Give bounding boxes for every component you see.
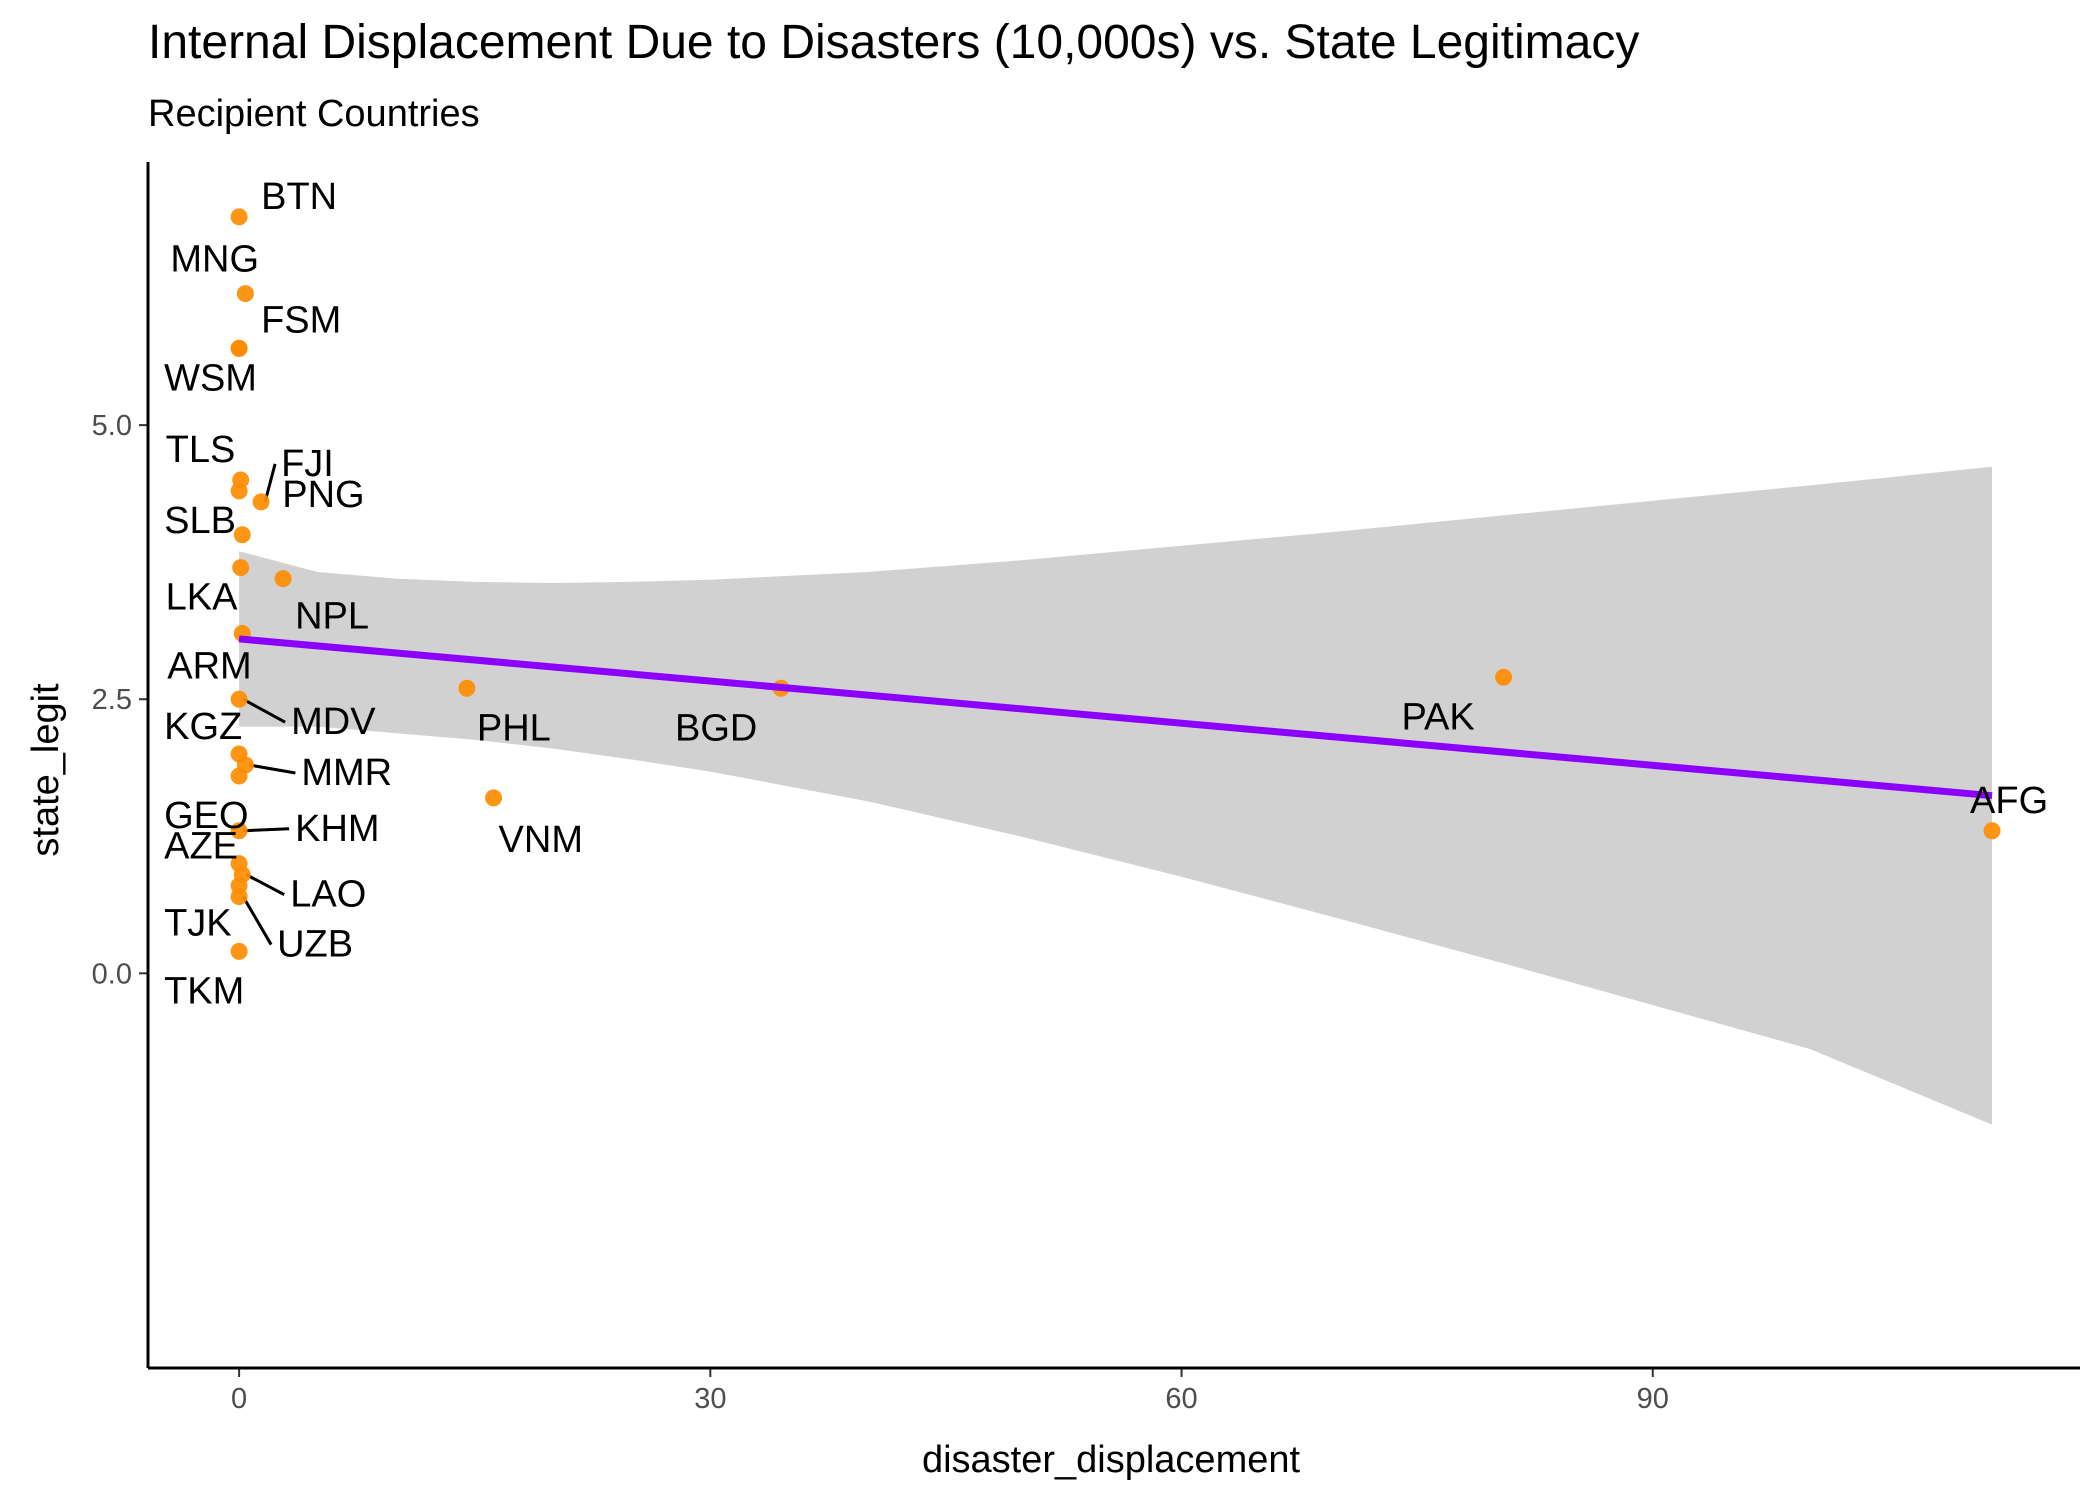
point-label-uzb: UZB xyxy=(277,924,353,966)
data-point xyxy=(252,493,270,511)
regression-line xyxy=(238,635,1993,800)
x-tick-label: 0 xyxy=(231,1383,247,1415)
point-label-aze: AZE xyxy=(164,826,238,868)
label-connector xyxy=(241,895,273,946)
label-connectors xyxy=(241,463,296,946)
x-axis-ticks: 0 30 60 90 xyxy=(231,1368,1669,1415)
y-tick-label: 0.0 xyxy=(92,958,132,990)
point-label-mdv: MDV xyxy=(291,701,376,743)
point-label-btn: BTN xyxy=(261,176,337,218)
point-label-tjk: TJK xyxy=(164,903,232,945)
chart-subtitle: Recipient Countries xyxy=(148,93,480,135)
point-label-mng: MNG xyxy=(170,239,259,281)
point-label-geo: GEO xyxy=(164,795,248,837)
data-point xyxy=(485,789,503,807)
point-label-fsm: FSM xyxy=(261,299,341,341)
plot-area: 0 30 60 90 0.02.55.0 BTNMNGFSMWSMTLSSLBFJIP… xyxy=(92,162,2080,1415)
data-point xyxy=(1983,822,2001,840)
data-point xyxy=(1495,668,1513,686)
confidence-band xyxy=(239,466,1993,1125)
data-point xyxy=(274,570,292,588)
point-label-phl: PHL xyxy=(477,707,551,749)
data-point xyxy=(230,690,248,708)
chart-title: Internal Displacement Due to Disasters (… xyxy=(148,16,1639,69)
data-point xyxy=(230,767,248,785)
data-point xyxy=(230,822,248,840)
x-tick-label: 90 xyxy=(1637,1383,1669,1415)
x-axis-title: disaster_displacement xyxy=(922,1439,1301,1481)
data-points xyxy=(230,208,2001,960)
data-point xyxy=(458,679,476,697)
data-point xyxy=(230,339,248,357)
data-point xyxy=(236,285,254,303)
point-label-png: PNG xyxy=(282,474,364,516)
x-tick-label: 60 xyxy=(1165,1383,1197,1415)
point-label-tls: TLS xyxy=(166,429,236,471)
point-label-lka: LKA xyxy=(166,577,238,619)
point-label-khm: KHM xyxy=(295,808,379,850)
data-point xyxy=(233,526,251,544)
point-label-lao: LAO xyxy=(290,874,366,916)
point-label-arm: ARM xyxy=(167,645,251,687)
y-tick-label: 2.5 xyxy=(92,684,132,716)
point-label-afg: AFG xyxy=(1970,780,2048,822)
point-label-bgd: BGD xyxy=(675,707,757,749)
data-point xyxy=(230,482,248,500)
point-label-wsm: WSM xyxy=(164,357,257,399)
label-connector xyxy=(243,827,290,833)
label-connector xyxy=(245,873,285,896)
data-point xyxy=(230,942,248,960)
point-label-vnm: VNM xyxy=(499,819,583,861)
x-tick-label: 30 xyxy=(694,1383,726,1415)
data-point xyxy=(230,208,248,226)
point-label-slb: SLB xyxy=(164,500,236,542)
label-connector xyxy=(249,763,296,775)
data-point xyxy=(232,559,250,577)
point-label-pak: PAK xyxy=(1402,696,1475,738)
point-label-fji: FJI xyxy=(281,443,334,485)
y-tick-label: 5.0 xyxy=(92,410,132,442)
point-label-tkm: TKM xyxy=(164,970,244,1012)
point-label-npl: NPL xyxy=(295,596,369,638)
point-label-mmr: MMR xyxy=(301,752,392,794)
data-point xyxy=(230,888,248,906)
y-axis-ticks: 0.0 2.5 5.0 xyxy=(92,410,148,990)
y-axis-title: state_legit xyxy=(25,683,67,857)
point-label-kgz: KGZ xyxy=(164,706,242,748)
label-connector xyxy=(242,697,286,724)
